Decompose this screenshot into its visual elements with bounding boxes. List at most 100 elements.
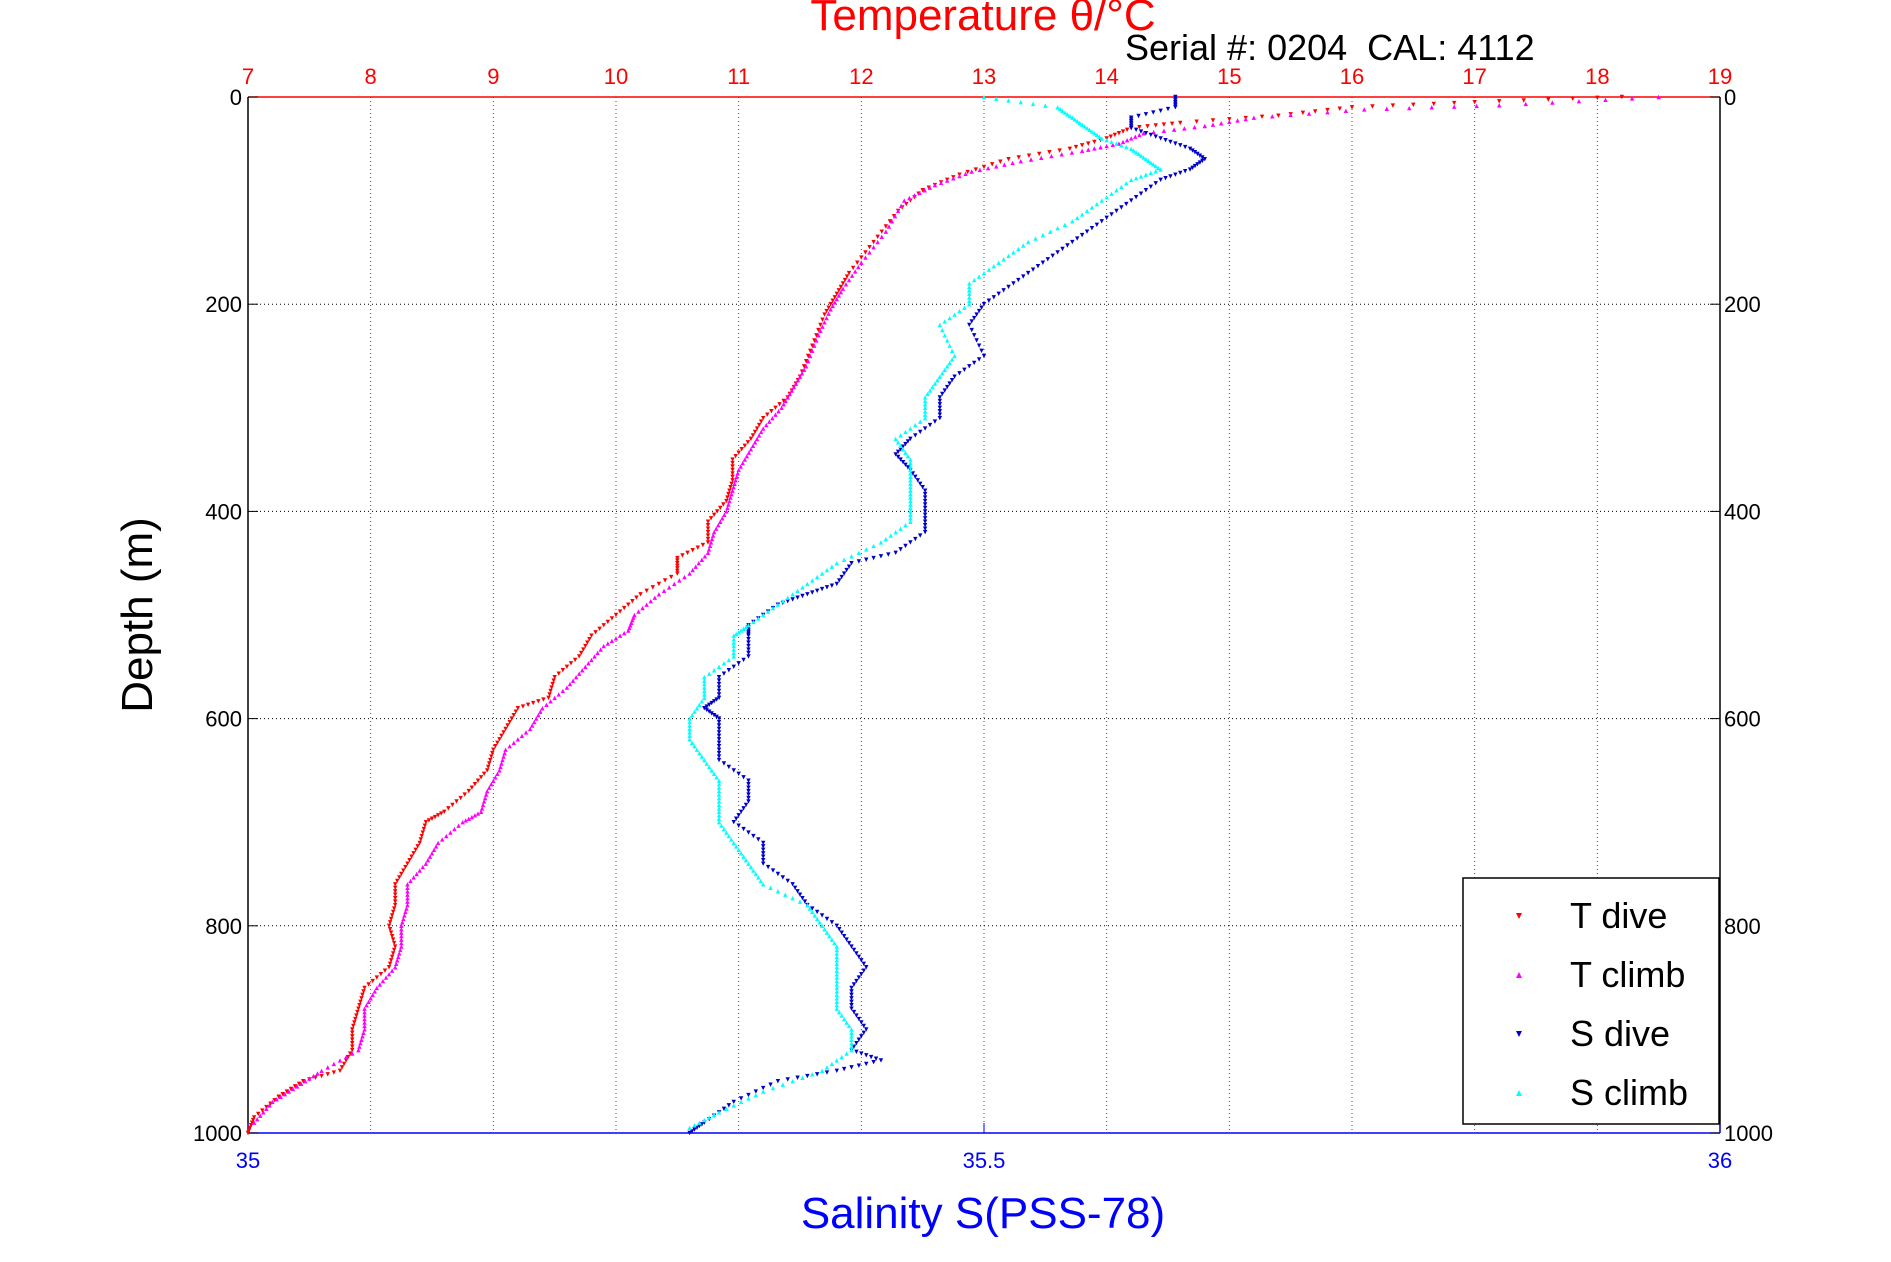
data-point bbox=[391, 906, 397, 911]
data-point bbox=[511, 740, 516, 745]
data-point bbox=[802, 899, 808, 904]
data-point bbox=[388, 916, 394, 922]
data-point bbox=[1097, 134, 1102, 139]
data-point bbox=[856, 975, 862, 980]
data-point bbox=[556, 671, 561, 676]
data-point bbox=[1082, 124, 1087, 129]
data-point bbox=[738, 1099, 744, 1105]
data-point bbox=[1153, 169, 1158, 174]
data-point bbox=[503, 747, 508, 752]
data-point bbox=[750, 433, 756, 438]
data-point bbox=[832, 940, 837, 946]
data-point bbox=[819, 586, 825, 592]
data-point bbox=[725, 505, 730, 511]
data-point bbox=[1120, 129, 1126, 134]
data-point bbox=[592, 654, 597, 659]
data-point bbox=[908, 512, 913, 518]
data-point bbox=[491, 778, 496, 783]
data-point bbox=[746, 1092, 751, 1098]
data-point bbox=[935, 377, 940, 383]
data-point bbox=[883, 224, 889, 229]
data-point bbox=[844, 1051, 849, 1056]
data-point bbox=[1497, 99, 1502, 104]
data-point bbox=[903, 523, 908, 528]
data-point bbox=[547, 692, 552, 697]
data-point bbox=[761, 415, 766, 421]
legend: T dive T climb S dive S climb bbox=[1462, 877, 1720, 1125]
data-point bbox=[1407, 105, 1412, 111]
data-point bbox=[991, 295, 997, 300]
data-point bbox=[864, 1061, 869, 1067]
data-point bbox=[727, 498, 732, 504]
data-point bbox=[922, 405, 928, 410]
data-point bbox=[1006, 253, 1011, 259]
data-point bbox=[540, 706, 545, 711]
data-point bbox=[345, 1054, 351, 1060]
data-point bbox=[1472, 99, 1477, 105]
data-point bbox=[849, 1037, 854, 1042]
data-point bbox=[734, 844, 739, 849]
data-point bbox=[1108, 134, 1113, 139]
data-point bbox=[834, 975, 839, 980]
data-point bbox=[644, 588, 649, 594]
data-point bbox=[662, 578, 668, 583]
data-point bbox=[694, 747, 700, 752]
data-point bbox=[761, 844, 766, 849]
data-point bbox=[819, 1068, 825, 1074]
data-point bbox=[969, 169, 974, 174]
y-axis-label: Depth (m) bbox=[113, 517, 162, 713]
data-point bbox=[405, 895, 410, 901]
data-point bbox=[834, 1058, 839, 1063]
data-point bbox=[1001, 257, 1006, 262]
data-point bbox=[859, 958, 864, 963]
data-point bbox=[1146, 158, 1151, 164]
data-point bbox=[864, 965, 869, 970]
data-point bbox=[795, 588, 800, 594]
data-point bbox=[719, 823, 724, 828]
data-point bbox=[593, 630, 598, 635]
data-point bbox=[407, 857, 412, 863]
data-point bbox=[1049, 153, 1054, 159]
data-point bbox=[738, 464, 743, 469]
data-point bbox=[1138, 191, 1144, 196]
data-point bbox=[856, 559, 862, 564]
data-point bbox=[971, 315, 977, 321]
data-point bbox=[536, 712, 541, 718]
data-point bbox=[918, 419, 923, 424]
data-point bbox=[938, 180, 944, 186]
data-point bbox=[652, 595, 658, 600]
data-point bbox=[393, 895, 398, 901]
data-point bbox=[1158, 136, 1163, 141]
data-point bbox=[761, 847, 766, 853]
data-point bbox=[937, 395, 943, 400]
data-point bbox=[331, 1061, 337, 1067]
data-point bbox=[1119, 184, 1124, 189]
data-point bbox=[709, 700, 714, 706]
data-point bbox=[902, 198, 907, 203]
data-point bbox=[523, 730, 529, 735]
data-point bbox=[746, 640, 751, 645]
data-point bbox=[849, 999, 854, 1004]
data-point bbox=[761, 861, 766, 866]
data-point bbox=[942, 319, 947, 324]
data-point bbox=[705, 540, 711, 545]
data-point bbox=[716, 813, 722, 818]
data-point bbox=[355, 1009, 360, 1015]
data-point bbox=[837, 1009, 842, 1015]
data-point bbox=[790, 882, 795, 887]
data-point bbox=[738, 809, 744, 815]
data-point bbox=[913, 474, 918, 480]
data-point bbox=[1070, 115, 1075, 120]
data-point bbox=[366, 999, 371, 1004]
data-point bbox=[319, 1073, 324, 1079]
data-point bbox=[908, 502, 913, 507]
data-point bbox=[1089, 205, 1095, 210]
data-point bbox=[386, 923, 392, 928]
data-point bbox=[1171, 127, 1177, 132]
data-point bbox=[378, 971, 384, 977]
data-point bbox=[1067, 146, 1073, 151]
data-point bbox=[481, 771, 487, 777]
data-point bbox=[1182, 126, 1187, 131]
data-point bbox=[1129, 198, 1134, 203]
data-point bbox=[541, 697, 546, 702]
